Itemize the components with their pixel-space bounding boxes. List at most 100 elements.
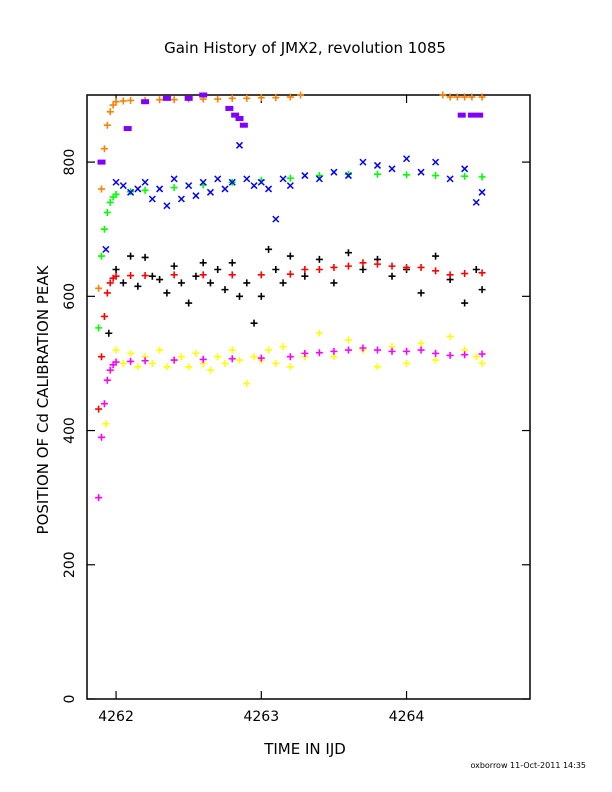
data-point <box>446 175 454 183</box>
data-point <box>475 112 484 118</box>
data-point <box>286 270 294 278</box>
data-point <box>472 265 480 273</box>
x-axis-label: TIME IN IJD <box>263 740 346 758</box>
data-point <box>235 141 244 149</box>
data-point <box>432 252 440 260</box>
data-point <box>134 185 142 193</box>
data-point <box>344 336 352 344</box>
data-point <box>228 178 236 186</box>
data-point <box>461 165 469 173</box>
data-point <box>134 282 142 290</box>
data-point <box>206 188 214 196</box>
series-1 <box>95 91 486 292</box>
data-point <box>103 121 111 129</box>
data-point <box>162 95 171 101</box>
data-point <box>106 279 114 287</box>
data-point <box>439 91 447 99</box>
series-7 <box>102 329 486 428</box>
data-point <box>467 112 476 118</box>
x-tick-label: 4263 <box>243 709 279 725</box>
data-point <box>250 353 258 361</box>
data-point <box>388 272 396 280</box>
data-point <box>344 262 352 270</box>
data-point <box>199 259 207 267</box>
data-point <box>461 351 469 359</box>
data-point <box>330 263 338 271</box>
data-point <box>297 91 305 99</box>
data-point <box>457 112 466 118</box>
data-point <box>156 96 164 104</box>
data-point <box>127 349 135 357</box>
data-point <box>461 172 469 180</box>
data-point <box>243 175 251 183</box>
data-point <box>478 93 486 101</box>
data-point <box>468 93 476 101</box>
data-point <box>272 215 280 223</box>
data-point <box>265 346 273 354</box>
data-point <box>163 363 171 371</box>
data-point <box>192 272 200 280</box>
data-point <box>461 270 469 278</box>
data-point <box>105 329 113 337</box>
data-point <box>199 271 207 279</box>
y-tick-label: 800 <box>62 149 78 176</box>
data-point <box>141 253 149 261</box>
data-point <box>403 347 411 355</box>
data-point <box>301 272 309 280</box>
series-6 <box>95 259 486 413</box>
data-point <box>403 359 411 367</box>
data-point <box>170 262 178 270</box>
data-point <box>236 292 244 300</box>
data-point <box>141 99 150 105</box>
footer-credit: oxborrow 11-Oct-2011 14:35 <box>470 761 586 770</box>
data-point <box>257 271 265 279</box>
data-point <box>478 269 486 277</box>
data-point <box>432 172 440 180</box>
data-point <box>100 225 108 233</box>
series-5 <box>105 245 486 337</box>
data-point <box>279 279 287 287</box>
data-point <box>279 175 287 183</box>
data-point <box>344 172 352 180</box>
data-point <box>478 350 486 358</box>
data-point <box>214 175 222 183</box>
data-point <box>127 96 135 104</box>
data-point <box>221 185 229 193</box>
y-tick-label: 400 <box>62 417 78 444</box>
data-point <box>156 346 164 354</box>
data-point <box>214 95 222 103</box>
data-point <box>97 159 106 165</box>
data-point <box>214 265 222 273</box>
data-point <box>265 185 273 193</box>
series-2 <box>97 92 484 165</box>
y-axis-label: POSITION OF Cd CALIBRATION PEAK <box>34 264 52 534</box>
data-point <box>102 245 110 253</box>
data-point <box>112 190 120 198</box>
data-point <box>279 343 287 351</box>
data-point <box>225 105 234 111</box>
data-point <box>127 357 135 365</box>
y-tick-label: 600 <box>62 283 78 310</box>
data-point <box>301 172 309 180</box>
data-point <box>106 108 114 116</box>
data-point <box>148 359 156 367</box>
data-point <box>106 366 114 374</box>
data-point <box>214 353 222 361</box>
data-point <box>199 355 207 363</box>
data-point <box>170 175 178 183</box>
data-point <box>148 272 156 280</box>
data-point <box>453 93 461 101</box>
data-point <box>103 289 111 297</box>
data-point <box>239 122 248 128</box>
chart-title: Gain History of JMX2, revolution 1085 <box>164 39 446 57</box>
data-point <box>112 265 120 273</box>
data-point <box>301 349 309 357</box>
data-point <box>315 255 323 263</box>
series-layer <box>95 91 486 502</box>
data-point <box>98 252 106 260</box>
data-point <box>170 271 178 279</box>
data-point <box>417 168 425 176</box>
data-point <box>403 171 411 179</box>
data-point <box>103 208 111 216</box>
data-point <box>315 175 323 183</box>
